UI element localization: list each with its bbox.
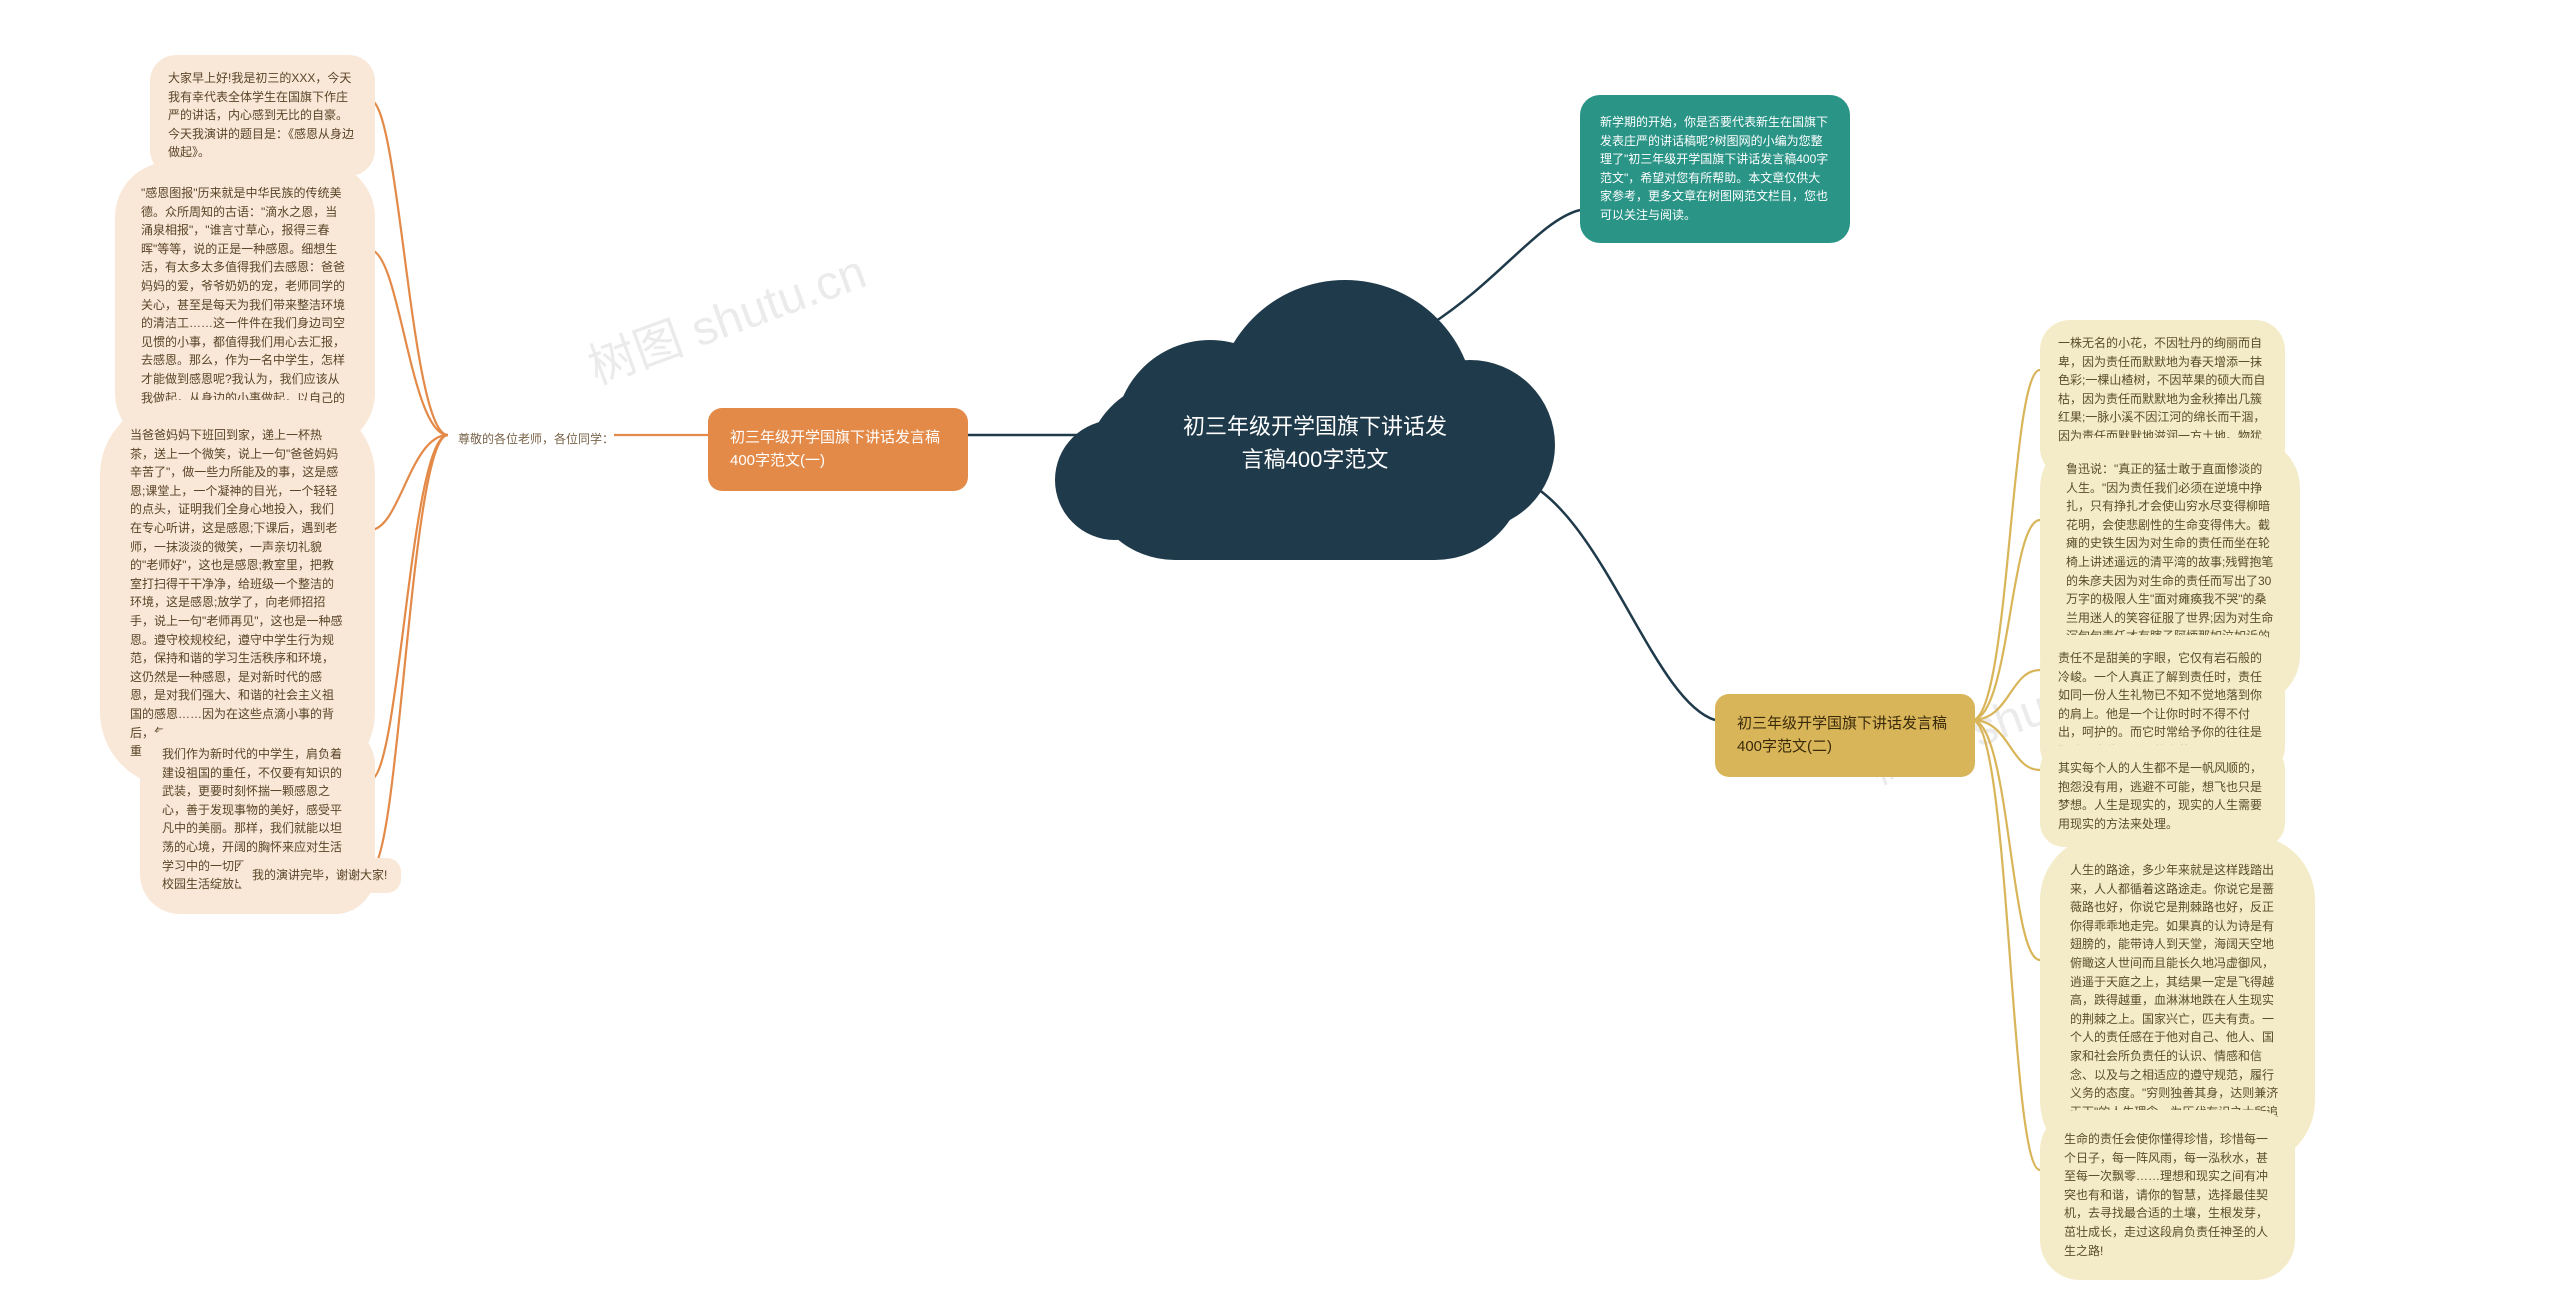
section1-title-node[interactable]: 初三年级开学国旗下讲话发言稿400字范文(一) [708, 408, 968, 491]
section2-item-6-text: 生命的责任会使你懂得珍惜，珍惜每一个日子，每一阵风雨，每一泓秋水，甚至每一次飘零… [2064, 1132, 2268, 1258]
section1-item-3-text: 当爸爸妈妈下班回到家，递上一杯热茶，送上一个微笑，说上一句"爸爸妈妈辛苦了"，做… [130, 428, 343, 758]
section2-title-node[interactable]: 初三年级开学国旗下讲话发言稿400字范文(二) [1715, 694, 1975, 777]
intro-node[interactable]: 新学期的开始，你是否要代表新生在国旗下发表庄严的讲话稿呢?树图网的小编为您整理了… [1580, 95, 1850, 243]
section1-sublabel-node[interactable]: 尊敬的各位老师，各位同学： [448, 424, 624, 455]
section2-item-3-text: 责任不是甜美的字眼，它仅有岩石般的冷峻。一个人真正了解到责任时，责任如同一份人生… [2058, 651, 2262, 758]
center-title: 初三年级开学国旗下讲话发言稿400字范文 [1175, 410, 1455, 476]
section2-title: 初三年级开学国旗下讲话发言稿400字范文(二) [1737, 715, 1947, 755]
intro-text: 新学期的开始，你是否要代表新生在国旗下发表庄严的讲话稿呢?树图网的小编为您整理了… [1600, 115, 1828, 222]
section1-sublabel: 尊敬的各位老师，各位同学： [458, 432, 614, 446]
watermark-text: 树图 shutu.cn [577, 232, 874, 397]
section2-item-4[interactable]: 其实每个人的人生都不是一帆风顺的，抱怨没有用，逃避不可能，想飞也只是梦想。人生是… [2040, 745, 2285, 847]
center-node[interactable]: 初三年级开学国旗下讲话发言稿400字范文 [1055, 280, 1555, 570]
section2-item-6[interactable]: 生命的责任会使你懂得珍惜，珍惜每一个日子，每一阵风雨，每一泓秋水，甚至每一次飘零… [2040, 1110, 2295, 1280]
section2-item-5-text: 人生的路途，多少年来就是这样践踏出来，人人都循着这路途走。你说它是蔷薇路也好，你… [2070, 863, 2278, 1137]
section1-item-5-text: 我的演讲完毕，谢谢大家! [252, 868, 387, 882]
section1-item-1[interactable]: 大家早上好!我是初三的XXX，今天我有幸代表全体学生在国旗下作庄严的讲话，内心感… [150, 55, 375, 176]
section1-item-1-text: 大家早上好!我是初三的XXX，今天我有幸代表全体学生在国旗下作庄严的讲话，内心感… [168, 71, 354, 159]
section1-item-5[interactable]: 我的演讲完毕，谢谢大家! [238, 858, 401, 893]
section1-item-2-text: "感恩图报"历来就是中华民族的传统美德。众所周知的古语："滴水之恩，当涌泉相报"… [141, 186, 345, 423]
section1-title: 初三年级开学国旗下讲话发言稿400字范文(一) [730, 429, 940, 469]
section2-item-4-text: 其实每个人的人生都不是一帆风顺的，抱怨没有用，逃避不可能，想飞也只是梦想。人生是… [2058, 761, 2262, 831]
